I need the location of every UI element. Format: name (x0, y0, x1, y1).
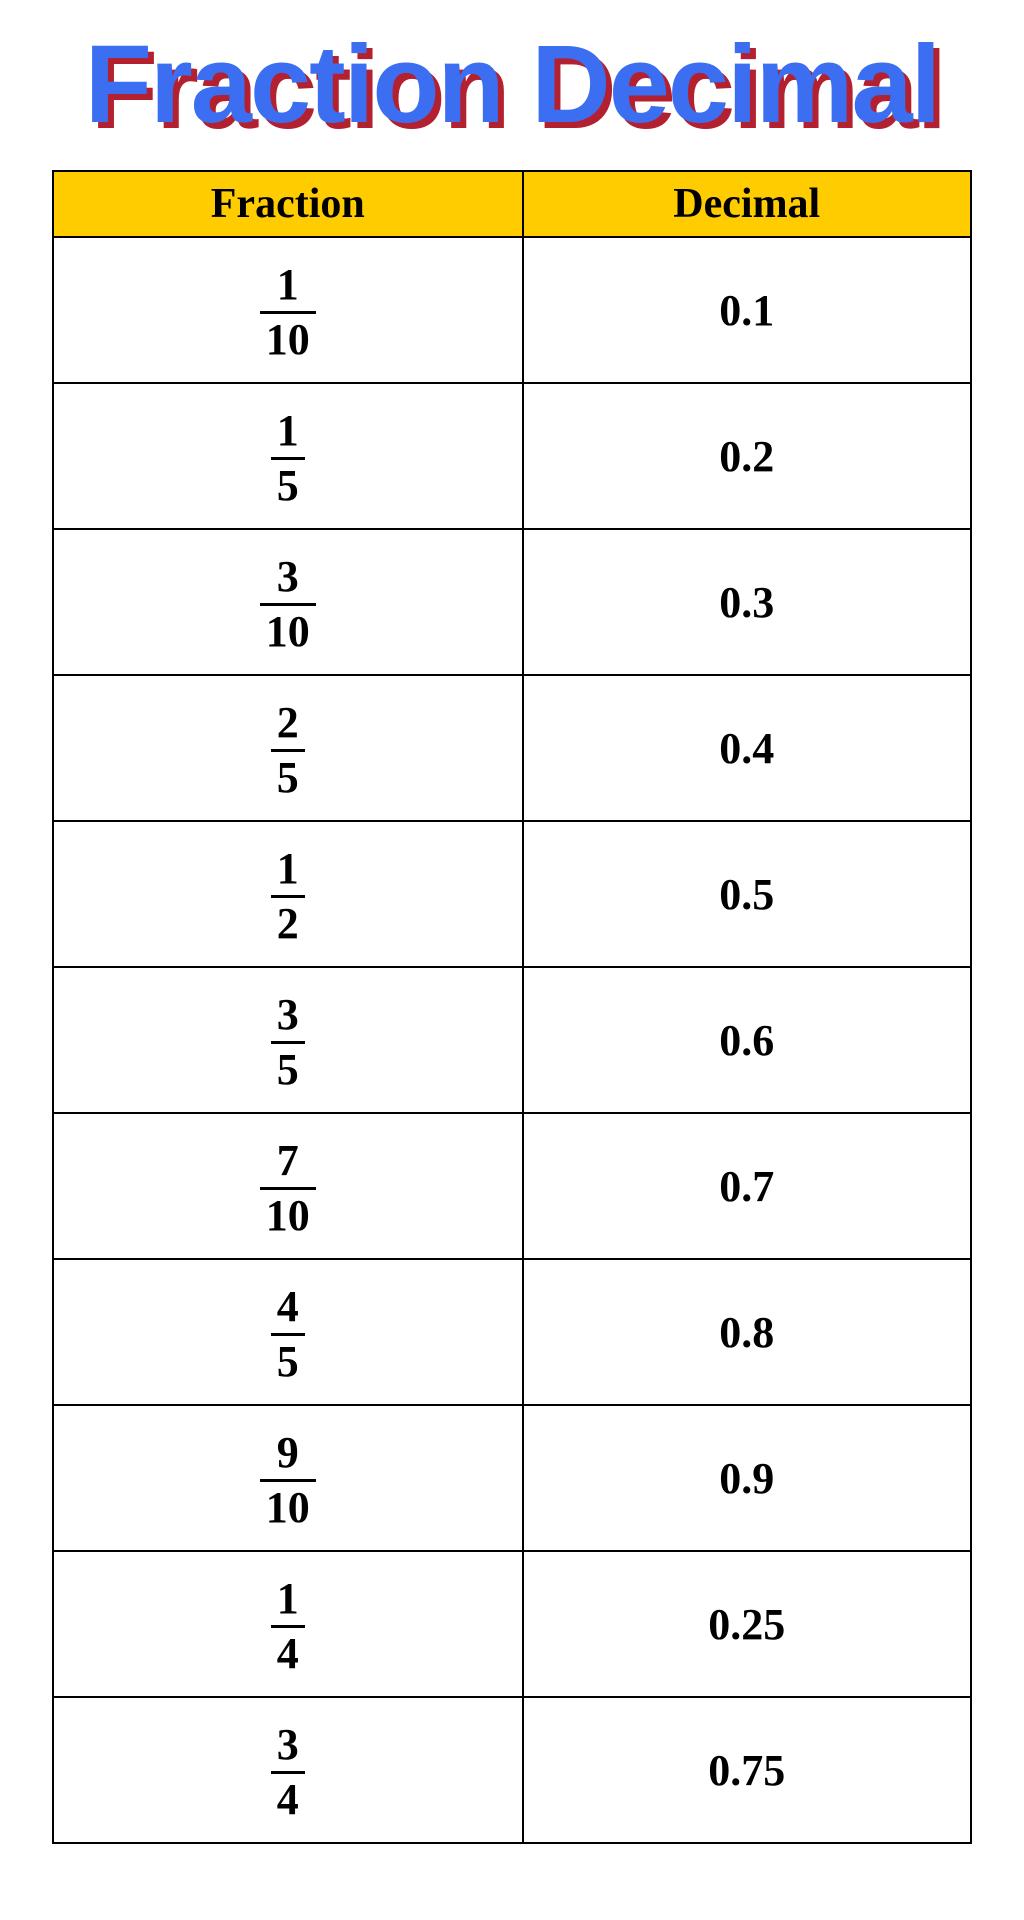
fraction-numerator: 9 (271, 1431, 305, 1479)
column-header-fraction: Fraction (53, 171, 523, 237)
fraction-denominator: 5 (271, 457, 305, 508)
fraction-cell: 35 (53, 967, 523, 1113)
fraction-numerator: 1 (271, 847, 305, 895)
decimal-cell: 0.7 (523, 1113, 971, 1259)
decimal-cell: 0.4 (523, 675, 971, 821)
fraction-denominator: 10 (260, 1187, 316, 1238)
fraction-cell: 910 (53, 1405, 523, 1551)
fraction: 45 (271, 1285, 305, 1384)
fraction: 710 (260, 1139, 316, 1238)
column-header-decimal: Decimal (523, 171, 971, 237)
fraction-numerator: 7 (271, 1139, 305, 1187)
decimal-cell: 0.25 (523, 1551, 971, 1697)
fraction-cell: 110 (53, 237, 523, 383)
decimal-cell: 0.3 (523, 529, 971, 675)
fraction-numerator: 1 (271, 409, 305, 457)
fraction-numerator: 3 (271, 555, 305, 603)
fraction-numerator: 2 (271, 701, 305, 749)
fraction-denominator: 2 (271, 895, 305, 946)
fraction-cell: 710 (53, 1113, 523, 1259)
fraction: 910 (260, 1431, 316, 1530)
table-row: 310 0.3 (53, 529, 971, 675)
fraction-denominator: 10 (260, 311, 316, 362)
fraction: 15 (271, 409, 305, 508)
table-row: 350.6 (53, 967, 971, 1113)
fraction: 310 (260, 555, 316, 654)
fraction-denominator: 10 (260, 603, 316, 654)
table-row: 710 0.7 (53, 1113, 971, 1259)
decimal-cell: 0.6 (523, 967, 971, 1113)
decimal-cell: 0.75 (523, 1697, 971, 1843)
decimal-cell: 0.5 (523, 821, 971, 967)
fraction-cell: 14 (53, 1551, 523, 1697)
fraction: 14 (271, 1577, 305, 1676)
page-title: Fraction Decimal (85, 30, 939, 140)
decimal-cell: 0.9 (523, 1405, 971, 1551)
fraction-cell: 45 (53, 1259, 523, 1405)
decimal-cell: 0.1 (523, 237, 971, 383)
table-row: 910 0.9 (53, 1405, 971, 1551)
fraction-cell: 310 (53, 529, 523, 675)
table-row: 450.8 (53, 1259, 971, 1405)
fraction-numerator: 1 (271, 1577, 305, 1625)
fraction-numerator: 3 (271, 993, 305, 1041)
fraction-cell: 12 (53, 821, 523, 967)
table-row: 250.4 (53, 675, 971, 821)
fraction-denominator: 4 (271, 1625, 305, 1676)
fraction-numerator: 4 (271, 1285, 305, 1333)
fraction-numerator: 1 (271, 263, 305, 311)
table-row: 140.25 (53, 1551, 971, 1697)
table-row: 120.5 (53, 821, 971, 967)
fraction: 34 (271, 1723, 305, 1822)
decimal-cell: 0.8 (523, 1259, 971, 1405)
fraction-denominator: 5 (271, 749, 305, 800)
fraction-denominator: 4 (271, 1771, 305, 1822)
decimal-cell: 0.2 (523, 383, 971, 529)
fraction: 35 (271, 993, 305, 1092)
conversion-table: Fraction Decimal 1100.1150.23100.3250.41… (52, 170, 972, 1844)
fraction-cell: 25 (53, 675, 523, 821)
fraction-cell: 34 (53, 1697, 523, 1843)
fraction-numerator: 3 (271, 1723, 305, 1771)
fraction: 12 (271, 847, 305, 946)
table-row: 150.2 (53, 383, 971, 529)
table-row: 110 0.1 (53, 237, 971, 383)
fraction-denominator: 10 (260, 1479, 316, 1530)
fraction-denominator: 5 (271, 1041, 305, 1092)
fraction-denominator: 5 (271, 1333, 305, 1384)
fraction: 25 (271, 701, 305, 800)
fraction: 110 (260, 263, 316, 362)
table-header-row: Fraction Decimal (53, 171, 971, 237)
table-row: 340.75 (53, 1697, 971, 1843)
fraction-cell: 15 (53, 383, 523, 529)
